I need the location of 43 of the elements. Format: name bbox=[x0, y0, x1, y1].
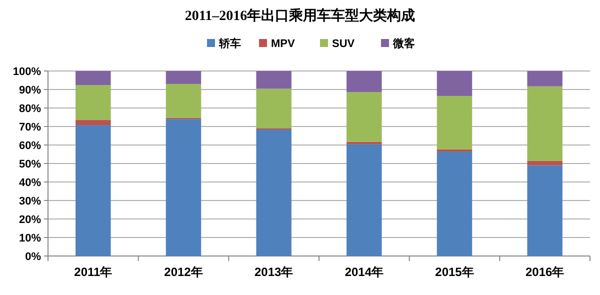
x-tick-label: 2012年 bbox=[164, 265, 203, 279]
y-tick-label: 70% bbox=[18, 122, 42, 134]
bar bbox=[527, 160, 562, 166]
bar bbox=[166, 71, 202, 84]
y-tick-label: 20% bbox=[18, 214, 42, 226]
bar bbox=[256, 88, 292, 128]
bar bbox=[527, 86, 562, 161]
legend-label: 轿车 bbox=[218, 37, 241, 50]
x-tick-label: 2013年 bbox=[254, 265, 294, 279]
y-tick-label: 40% bbox=[18, 177, 42, 189]
bar bbox=[76, 120, 111, 126]
y-tick-label: 90% bbox=[18, 84, 42, 96]
y-tick-label: 100% bbox=[12, 66, 42, 78]
bar bbox=[76, 71, 111, 86]
chart-title: 2011–2016年出口乘用车车型大类构成 bbox=[184, 7, 416, 24]
y-tick-label: 30% bbox=[18, 196, 42, 208]
bar bbox=[166, 119, 202, 256]
y-tick-label: 10% bbox=[18, 232, 42, 244]
x-tick-label: 2011年 bbox=[74, 265, 112, 279]
bar bbox=[436, 71, 472, 96]
bar bbox=[346, 71, 382, 92]
y-tick-label: 60% bbox=[18, 140, 42, 152]
bar bbox=[256, 71, 292, 89]
y-tick-label: 0% bbox=[25, 251, 42, 263]
bar bbox=[76, 85, 111, 120]
bar bbox=[346, 92, 382, 142]
x-tick-label: 2015年 bbox=[435, 265, 474, 279]
bar bbox=[346, 144, 382, 256]
bar bbox=[166, 84, 202, 118]
bar bbox=[346, 142, 382, 144]
bar bbox=[436, 96, 472, 150]
bar bbox=[76, 125, 111, 256]
x-tick-label: 2016年 bbox=[525, 265, 564, 279]
x-tick-label: 2014年 bbox=[344, 265, 384, 279]
legend-label: MPV bbox=[271, 38, 296, 50]
bar bbox=[527, 165, 562, 256]
y-tick-label: 50% bbox=[18, 158, 42, 170]
bar bbox=[436, 151, 472, 256]
bar bbox=[527, 71, 562, 86]
legend-label: SUV bbox=[332, 38, 356, 50]
bar bbox=[256, 129, 292, 256]
y-tick-label: 80% bbox=[18, 103, 42, 115]
legend-label: 微客 bbox=[392, 37, 415, 50]
